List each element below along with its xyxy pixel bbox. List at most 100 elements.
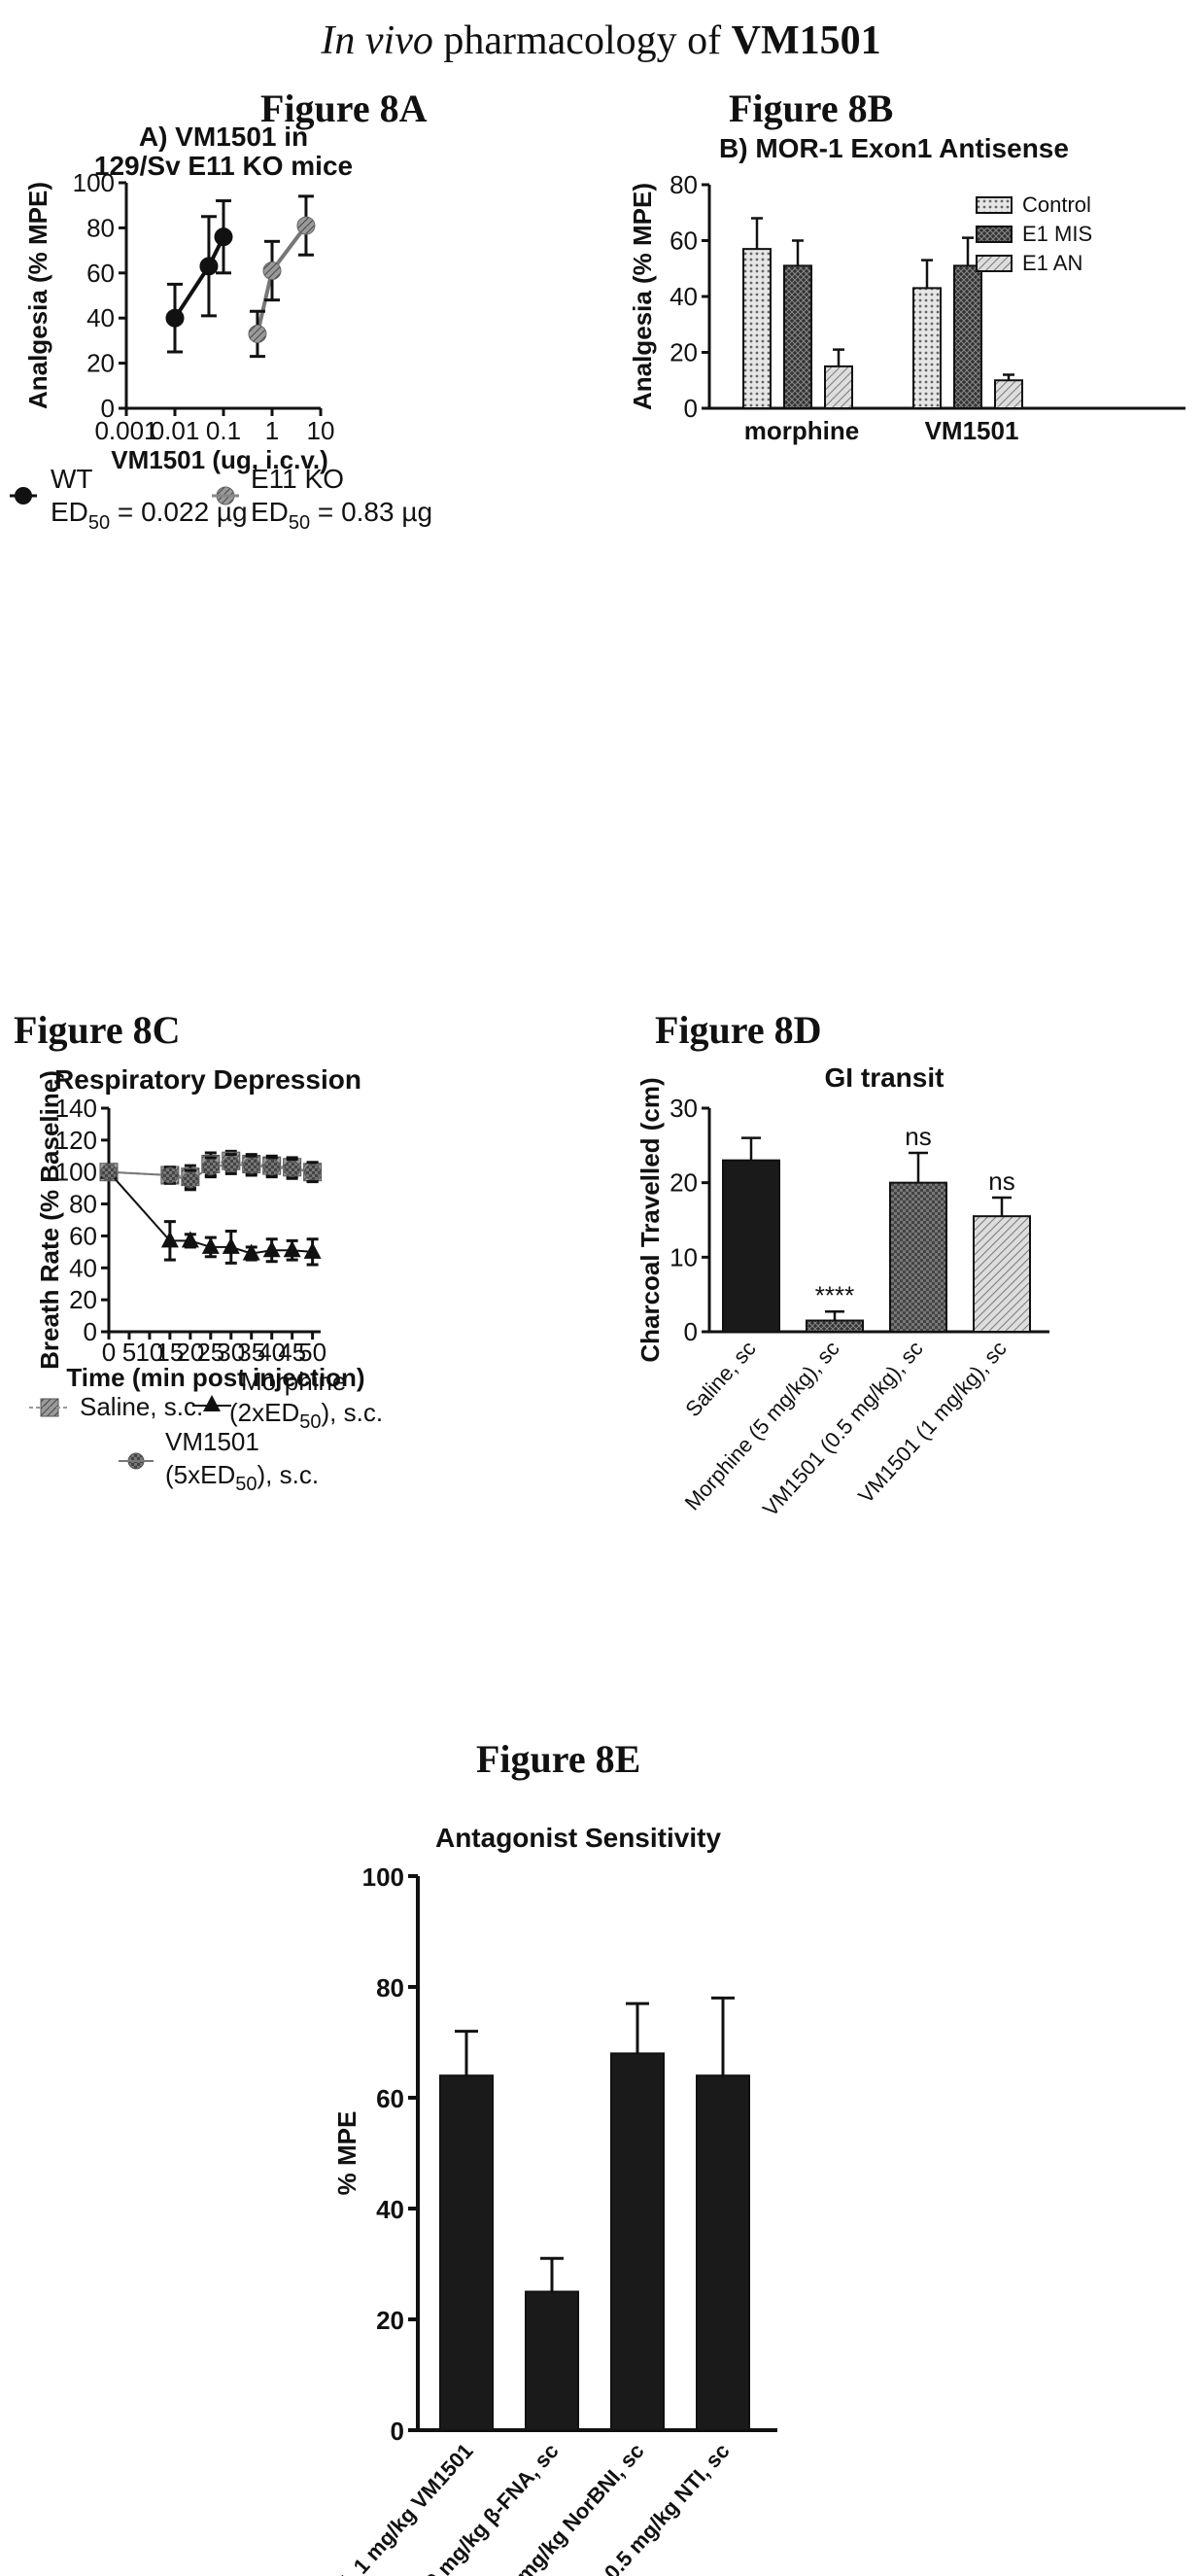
x-category-label: VM1501 (0.5 mg/kg), sc — [758, 1337, 928, 1521]
data-point — [222, 1236, 240, 1254]
data-point — [160, 1231, 179, 1248]
x-tick-label: 15 — [155, 1338, 184, 1367]
data-point — [248, 324, 267, 343]
data-point — [284, 1160, 301, 1177]
y-tick-label: 80 — [86, 213, 115, 242]
legend-swatch — [976, 196, 1013, 214]
x-tick-label: 25 — [196, 1338, 224, 1367]
legend-label: E1 AN — [1022, 251, 1082, 275]
data-point — [243, 1157, 260, 1174]
y-tick-label: 40 — [670, 282, 698, 311]
x-tick-label: 45 — [278, 1338, 306, 1367]
legend-swatch — [976, 255, 1013, 272]
significance-label: **** — [815, 1280, 854, 1309]
bar-1-2 — [994, 379, 1023, 409]
bar-2 — [610, 2052, 665, 2431]
series-line-0 — [173, 235, 225, 320]
chart-title: Respiratory Depression — [54, 1064, 361, 1095]
x-category-label: Saline, sc — [680, 1337, 760, 1422]
bar-3 — [973, 1215, 1031, 1333]
y-tick-label: 20 — [376, 2306, 404, 2335]
y-tick-label: 100 — [55, 1158, 97, 1187]
x-tick-label: 0.01 — [151, 416, 200, 445]
x-axis-label: VM1501 (ug, i.c.v.) — [111, 445, 327, 474]
x-category-label: VM1501 — [925, 416, 1019, 445]
x-tick-label: 10 — [135, 1338, 163, 1367]
bar-0-0 — [742, 248, 772, 409]
bar-3 — [696, 2074, 750, 2431]
x-tick-label: 30 — [217, 1338, 245, 1367]
y-tick-label: 0 — [391, 2417, 404, 2446]
chart-title: 129/Sv E11 KO mice — [94, 151, 353, 181]
data-point — [181, 1231, 199, 1248]
data-point — [161, 1166, 179, 1184]
y-axis-label: Charcoal Travelled (cm) — [635, 1077, 665, 1362]
bar-1-1 — [953, 264, 982, 409]
x-category-label: morphine — [744, 416, 859, 445]
x-tick-label: 50 — [298, 1338, 326, 1367]
bar-0 — [722, 1159, 780, 1333]
y-tick-label: 140 — [55, 1094, 97, 1123]
data-point — [100, 1164, 118, 1181]
bar-2 — [889, 1181, 947, 1333]
data-point — [202, 1159, 220, 1176]
y-tick-label: 40 — [86, 303, 115, 332]
chart-8c: Respiratory Depression020406080100120140… — [29, 1064, 383, 1495]
legend-label: Saline, s.c. — [80, 1392, 203, 1421]
legend-ed50-wt: ED50 = 0.022 µg — [51, 497, 248, 534]
legend-label: E1 MIS — [1022, 222, 1092, 246]
y-tick-label: 30 — [670, 1094, 698, 1123]
data-point — [303, 1241, 322, 1259]
x-category-label: VM1501 (1 mg/kg), sc — [853, 1337, 1012, 1509]
y-tick-label: 100 — [73, 168, 115, 197]
x-tick-label: 20 — [176, 1338, 204, 1367]
bar-0-2 — [824, 365, 853, 409]
chart-8b: B) MOR-1 Exon1 Antisense 0 20 40 60 80 Analges… — [628, 133, 1185, 445]
y-tick-label: 80 — [69, 1190, 97, 1219]
bar-1 — [525, 2290, 579, 2431]
y-tick-label: 20 — [86, 349, 115, 378]
y-tick-label: 20 — [670, 1168, 698, 1198]
data-point — [296, 216, 316, 235]
data-point — [165, 308, 185, 328]
data-point — [223, 1156, 240, 1172]
y-tick-label: 0 — [101, 394, 115, 423]
y-axis-label: % MPE — [332, 2111, 361, 2196]
chart-title: GI transit — [825, 1062, 944, 1093]
x-tick-label: 5 — [122, 1338, 136, 1367]
legend-label-sub: (5xED50), s.c. — [165, 1460, 319, 1495]
y-tick-label: 40 — [69, 1253, 97, 1282]
y-tick-label: 10 — [670, 1242, 698, 1271]
x-tick-label: 10 — [307, 416, 335, 445]
y-tick-label: 80 — [376, 1973, 404, 2002]
legend-label: VM1501 — [165, 1427, 259, 1456]
data-point — [283, 1240, 301, 1258]
y-tick-label: 20 — [670, 338, 698, 367]
y-tick-label: 100 — [362, 1862, 404, 1892]
x-axis-label: Time (min post injection) — [66, 1363, 364, 1392]
legend-ed50-ko: ED50 = 0.83 µg — [251, 497, 432, 534]
x-tick-label: 40 — [258, 1338, 286, 1367]
data-point — [242, 1243, 260, 1261]
legend-label: Control — [1022, 192, 1091, 217]
figure-8d-caption: Figure 8D — [655, 1008, 822, 1052]
bar-0-1 — [783, 264, 812, 409]
y-tick-label: 60 — [376, 2084, 404, 2113]
legend-label: E11 KO — [251, 464, 344, 494]
data-point — [262, 261, 282, 280]
y-axis-label: Analgesia (% MPE) — [23, 182, 52, 409]
y-tick-label: 60 — [86, 259, 115, 288]
figure-8b-caption: Figure 8B — [729, 87, 894, 130]
significance-label: ns — [905, 1122, 931, 1151]
bar-1 — [806, 1319, 864, 1333]
legend-label: WT — [51, 464, 93, 494]
y-tick-label: 60 — [69, 1221, 97, 1250]
bar-1-0 — [912, 287, 942, 409]
x-tick-label: 0 — [102, 1338, 116, 1367]
figure-8c-caption: Figure 8C — [14, 1008, 181, 1052]
figure-8a-caption: Figure 8A — [260, 87, 428, 130]
y-tick-label: 0 — [684, 1317, 698, 1346]
